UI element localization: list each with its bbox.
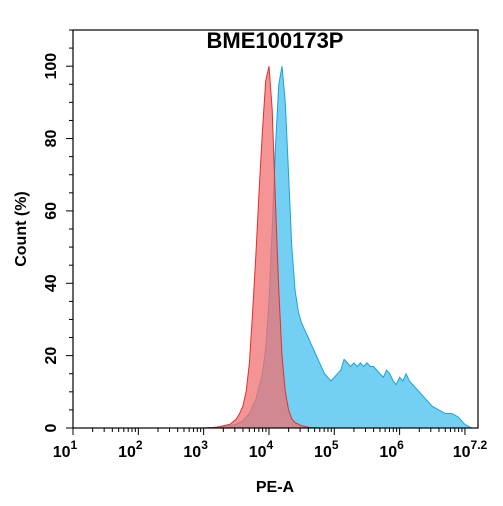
x-tick-label: 104 — [249, 438, 274, 461]
x-tick-label: 102 — [118, 438, 143, 461]
x-axis: 101 102 103 104 105 106 107.2 — [53, 428, 488, 461]
histogram-series-group — [203, 66, 472, 429]
y-tick-label: 60 — [43, 202, 60, 220]
y-tick-label: 20 — [43, 347, 60, 365]
x-tick-label: 103 — [183, 438, 208, 461]
x-tick-label: 107.2 — [453, 438, 488, 461]
y-tick-label: 100 — [43, 53, 60, 80]
y-axis-label: Count (%) — [13, 191, 30, 267]
chart-title: BME100173P — [207, 28, 344, 53]
histogram-series-1 — [203, 66, 472, 429]
y-tick-label: 40 — [43, 274, 60, 292]
x-tick-label: 105 — [314, 438, 339, 461]
y-axis: 0 20 40 60 80 100 — [43, 29, 73, 432]
y-tick-label: 80 — [43, 130, 60, 148]
y-tick-label: 0 — [43, 423, 60, 432]
x-axis-label: PE-A — [256, 479, 295, 496]
x-tick-label: 106 — [379, 438, 404, 461]
histogram-series-2 — [203, 66, 322, 429]
x-tick-label: 101 — [53, 438, 78, 461]
